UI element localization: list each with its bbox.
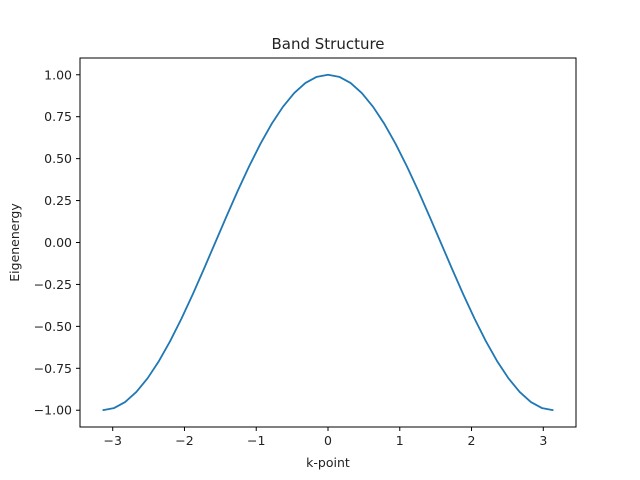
y-tick-label: 0.25 — [44, 193, 72, 208]
y-tick-label: 1.00 — [44, 67, 72, 82]
y-axis: −1.00 −0.75 −0.50 −0.25 0.00 0.25 0.50 0.75 1.00 — [34, 67, 80, 418]
x-tick-label: 1 — [396, 433, 404, 448]
y-tick-label: 0.00 — [44, 235, 72, 250]
x-tick-label: −2 — [175, 433, 193, 448]
x-tick-label: 0 — [324, 433, 332, 448]
series-line — [102, 73, 554, 412]
x-tick-label: −1 — [247, 433, 265, 448]
y-tick-label: −0.75 — [34, 361, 72, 376]
axes-frame — [79, 57, 577, 428]
y-tick-label: 0.50 — [44, 151, 72, 166]
x-tick-label: 2 — [468, 433, 476, 448]
x-axis: −3 −2 −1 0 1 2 3 — [103, 427, 547, 448]
y-tick-label: −1.00 — [34, 403, 72, 418]
y-tick-label: −0.50 — [34, 319, 72, 334]
x-tick-label: −3 — [103, 433, 121, 448]
x-tick-label: 3 — [539, 433, 547, 448]
chart-title: Band Structure — [271, 35, 384, 53]
y-tick-label: 0.75 — [44, 109, 72, 124]
x-axis-label: k-point — [306, 455, 350, 470]
plot-area — [79, 57, 577, 428]
y-axis-label: Eigenenergy — [7, 203, 22, 282]
y-tick-label: −0.25 — [34, 277, 72, 292]
